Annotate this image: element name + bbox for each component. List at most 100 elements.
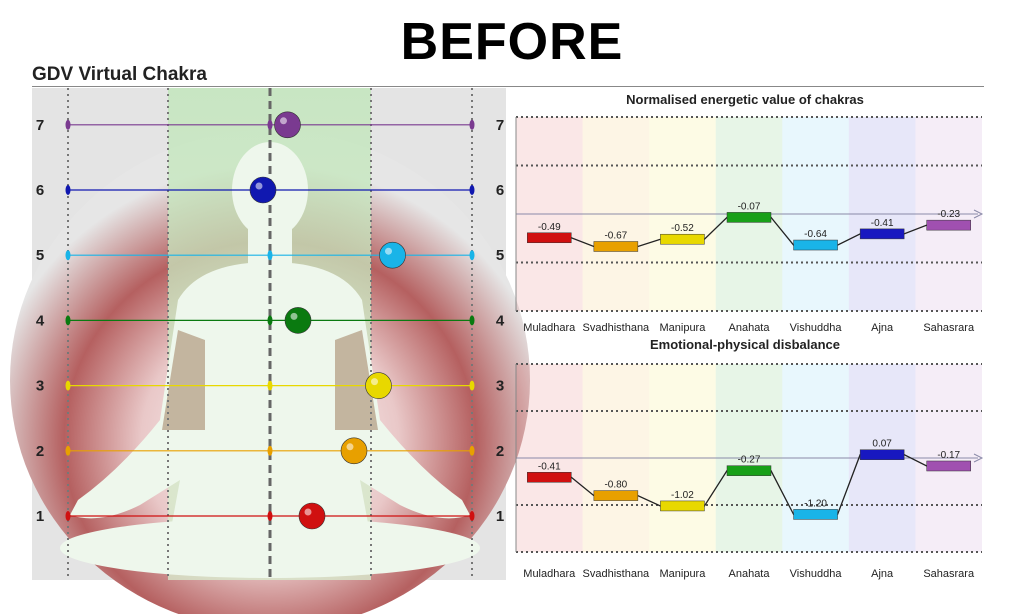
- data-label: -0.52: [671, 223, 694, 234]
- chakra-ball-highlight: [371, 378, 378, 386]
- category-label: Sahasrara: [923, 568, 975, 580]
- data-bar: [793, 239, 838, 251]
- level-label-left: 5: [36, 247, 44, 264]
- chart-title: Emotional-physical disbalance: [650, 337, 840, 352]
- category-label: Vishuddha: [790, 568, 843, 580]
- level-marker: [469, 250, 475, 261]
- chakra-balls: [249, 111, 406, 530]
- level-marker: [267, 119, 273, 130]
- level-marker: [469, 315, 475, 326]
- chakra-ball-highlight: [346, 443, 354, 451]
- data-bar: [593, 490, 639, 501]
- data-label: -0.27: [738, 455, 761, 466]
- chakra-ball: [365, 372, 392, 399]
- chakra-ball-highlight: [290, 312, 298, 320]
- data-bar: [726, 212, 772, 223]
- level-marker: [65, 250, 71, 261]
- level-marker: [267, 315, 273, 326]
- level-label-left: 7: [36, 117, 44, 134]
- data-label: -0.49: [538, 222, 561, 233]
- level-marker: [65, 119, 71, 130]
- category-label: Sahasrara: [923, 322, 975, 334]
- data-bar: [859, 449, 905, 460]
- chart-title: Normalised energetic value of chakras: [626, 92, 864, 107]
- level-marker: [267, 250, 273, 261]
- chakra-level-grid: 1 1 2 2 3 3 4 4 5 5 6 6 7 7: [36, 88, 505, 580]
- level-label-left: 1: [36, 508, 44, 525]
- chakra-ball: [298, 502, 326, 530]
- level-label-right: 5: [496, 247, 504, 264]
- data-bar: [926, 460, 971, 472]
- data-bar: [926, 219, 971, 231]
- level-label-right: 4: [496, 312, 505, 329]
- category-label: Anahata: [729, 322, 771, 334]
- category-label: Muladhara: [523, 568, 576, 580]
- level-marker: [65, 380, 71, 391]
- chakra-ball-highlight: [255, 182, 263, 190]
- level-label-left: 3: [36, 378, 44, 395]
- page-heading: BEFORE: [400, 13, 624, 71]
- data-bar: [793, 509, 838, 520]
- data-label: -0.64: [804, 229, 827, 240]
- level-marker: [267, 380, 273, 391]
- data-label: -0.07: [738, 201, 761, 212]
- category-label: Svadhisthana: [583, 568, 651, 580]
- category-label: Ajna: [871, 322, 894, 334]
- data-bar: [527, 472, 572, 483]
- chakra-ball: [340, 437, 368, 465]
- chakra-ball-highlight: [280, 117, 287, 125]
- chakra-ball: [249, 176, 277, 204]
- category-label: Ajna: [871, 568, 894, 580]
- data-label: -1.20: [804, 498, 827, 509]
- baseline-arrow: [973, 453, 984, 463]
- data-label: -0.41: [871, 218, 894, 229]
- category-label: Anahata: [729, 568, 771, 580]
- data-label: -0.67: [604, 230, 627, 241]
- level-label-left: 2: [36, 443, 44, 460]
- data-bar: [593, 241, 639, 252]
- chakra-ball: [379, 241, 406, 269]
- data-label: -0.41: [538, 461, 561, 472]
- level-marker: [469, 445, 475, 456]
- level-marker: [65, 445, 71, 456]
- level-label-left: 6: [36, 182, 44, 199]
- level-label-right: 7: [496, 117, 504, 134]
- data-bar: [660, 500, 705, 512]
- data-bar: [527, 232, 572, 244]
- level-label-left: 4: [36, 312, 45, 329]
- chakra-ball: [284, 307, 312, 334]
- chakra-ball-highlight: [304, 508, 312, 516]
- data-bar: [726, 465, 772, 476]
- data-label: 0.07: [872, 439, 892, 450]
- category-label: Manipura: [659, 568, 706, 580]
- level-marker: [65, 511, 71, 521]
- data-bar: [859, 228, 905, 240]
- chart-emotional-disbalance: Emotional-physical disbalance -0.41 Mulad…: [515, 337, 984, 580]
- data-bar: [660, 233, 705, 245]
- arm-shadows: [162, 330, 378, 430]
- category-label: Manipura: [659, 322, 706, 334]
- level-marker: [469, 119, 475, 130]
- category-label: Svadhisthana: [583, 322, 651, 334]
- level-label-right: 1: [496, 508, 504, 525]
- level-label-right: 2: [496, 443, 504, 460]
- chakra-ball-highlight: [385, 247, 392, 255]
- level-marker: [65, 315, 71, 326]
- chart-energetic-value: Normalised energetic value of chakras -0…: [515, 92, 984, 334]
- data-label: -0.23: [937, 209, 960, 220]
- level-label-right: 6: [496, 182, 504, 199]
- level-marker: [469, 511, 475, 521]
- level-marker: [469, 380, 475, 391]
- category-label: Muladhara: [523, 322, 576, 334]
- data-label: -0.80: [604, 480, 627, 491]
- level-marker: [65, 185, 71, 195]
- baseline-arrow: [973, 209, 984, 219]
- data-label: -0.17: [937, 450, 960, 461]
- level-label-right: 3: [496, 378, 504, 395]
- chakra-ball: [274, 111, 301, 139]
- header-rule: [32, 86, 984, 87]
- gdv-panel-title: GDV Virtual Chakra: [32, 64, 207, 85]
- level-marker: [469, 185, 475, 195]
- level-marker: [267, 445, 273, 456]
